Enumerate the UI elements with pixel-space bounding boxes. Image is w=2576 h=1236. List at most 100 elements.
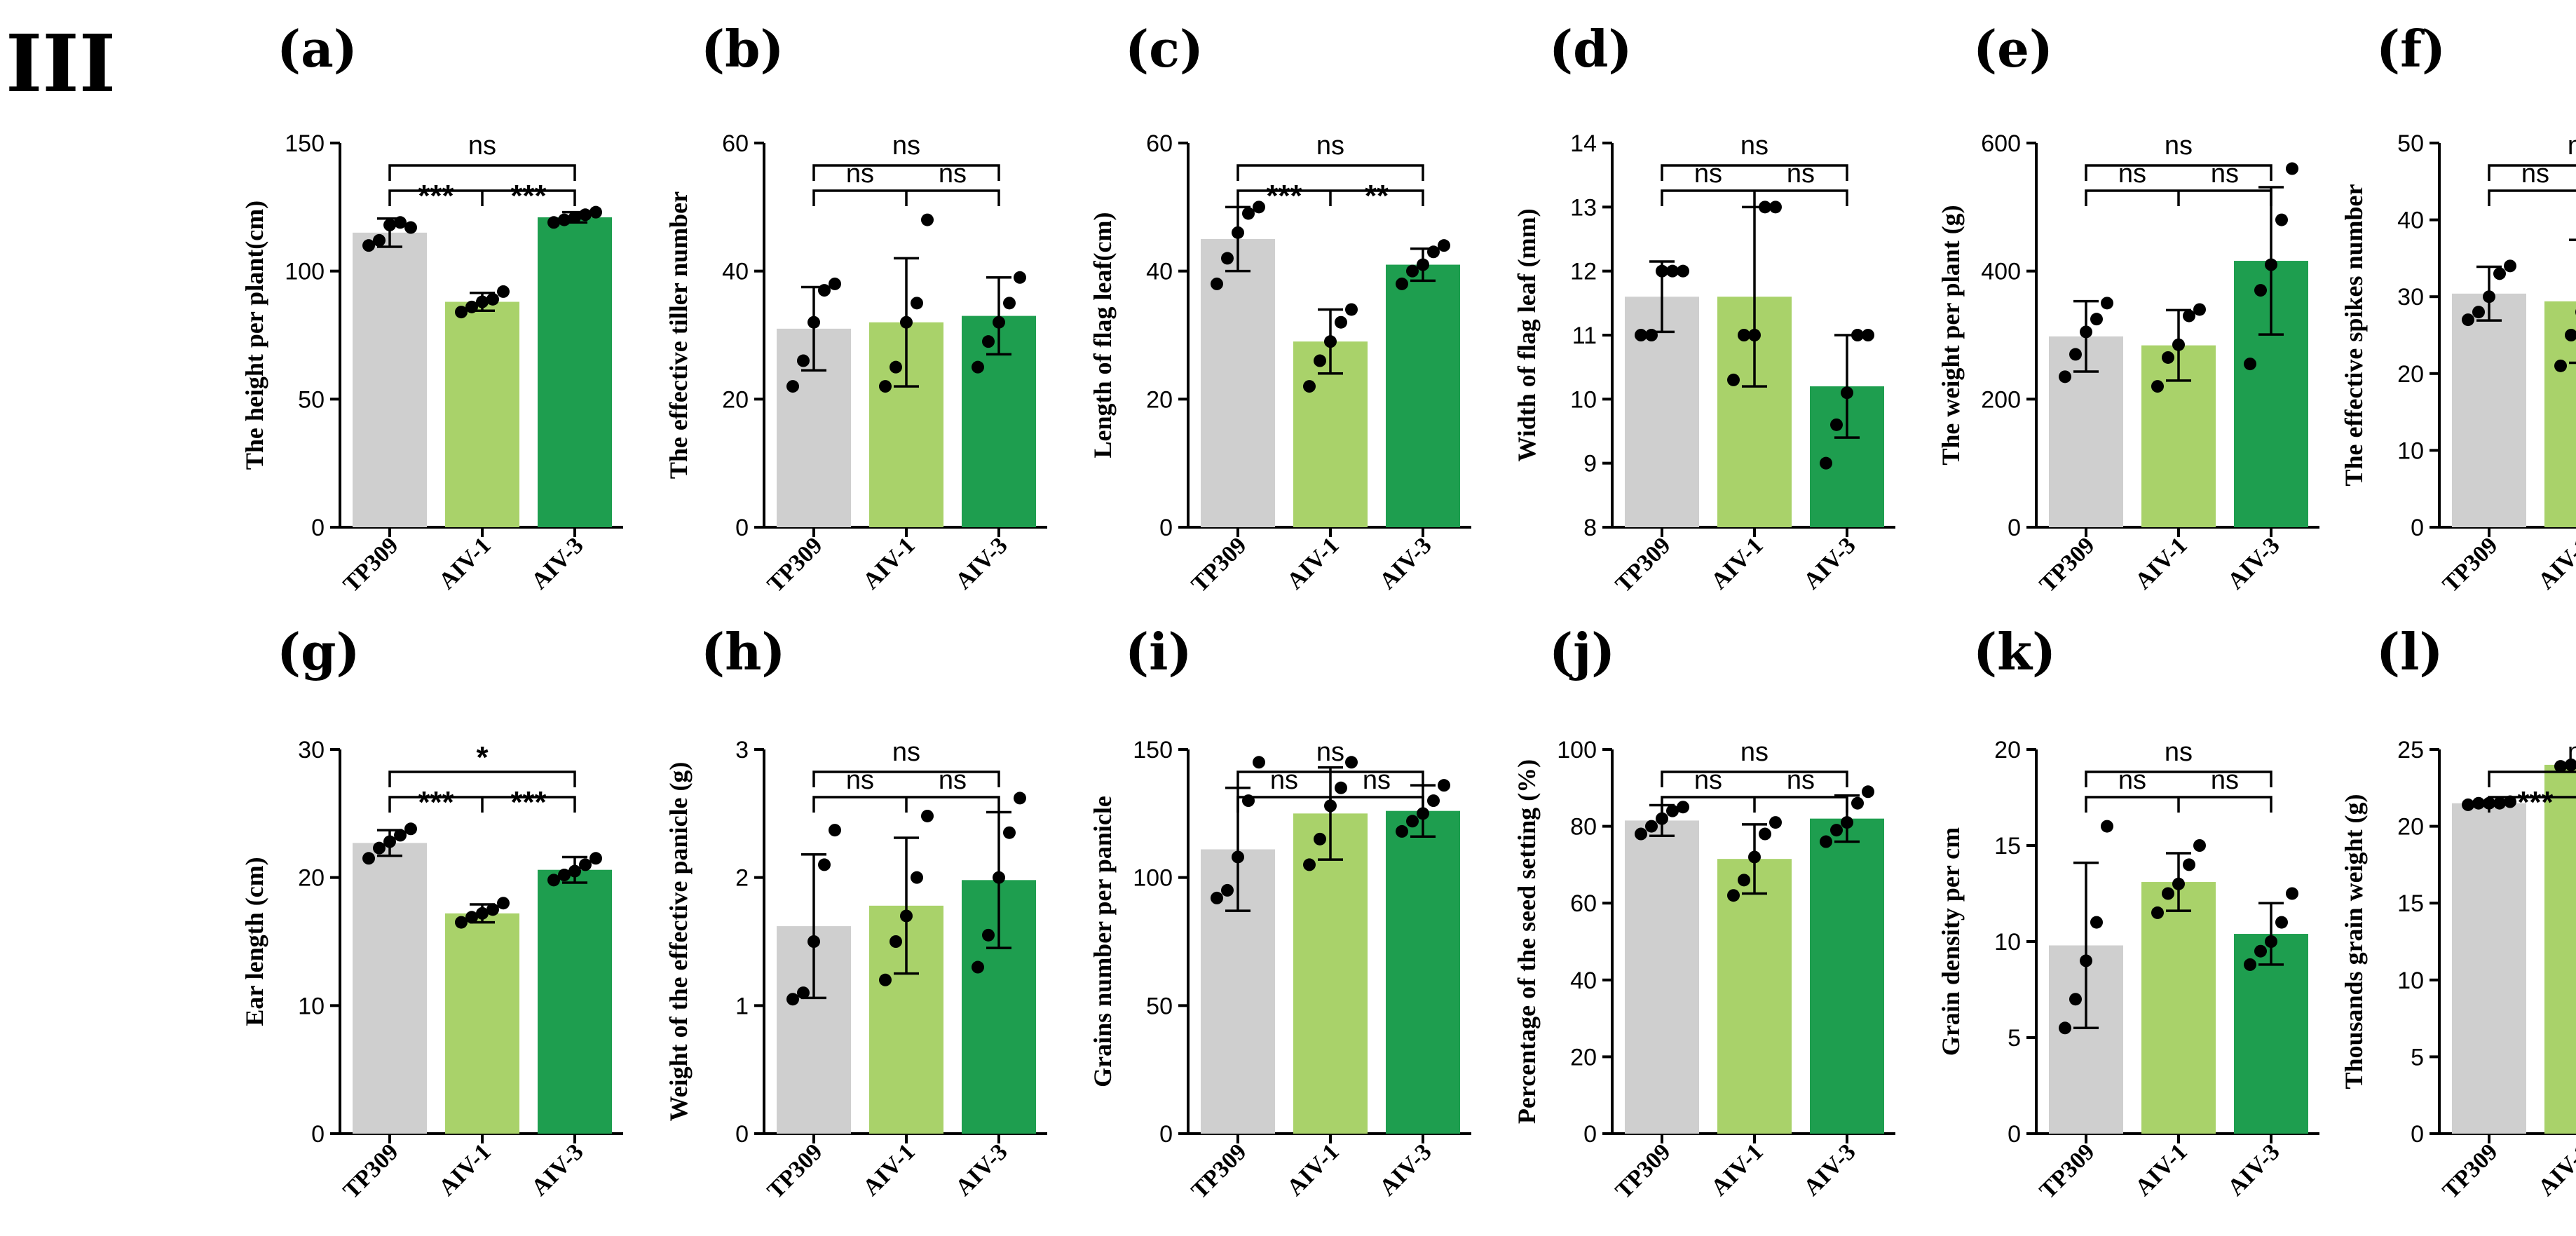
data-point	[1748, 850, 1761, 864]
panel-letter: (l)	[2376, 622, 2443, 681]
data-point	[1211, 277, 1223, 290]
y-axis-label: The weight per plant (g)	[1937, 205, 1965, 465]
sig-bracket-outer	[1236, 770, 1424, 787]
bar-aiv3	[538, 217, 612, 527]
y-tick-label: 20	[1146, 386, 1173, 413]
data-point	[807, 315, 820, 329]
data-point	[1841, 386, 1853, 400]
data-point	[1417, 807, 1429, 820]
data-point	[1862, 785, 1874, 799]
panel-k: (k) 0 5 10 15 20 Grain density per cm TP309 AIV-…	[1937, 622, 2319, 1204]
data-point	[2565, 329, 2576, 341]
data-point	[1841, 816, 1853, 829]
y-tick-label: 0	[1159, 515, 1173, 541]
data-point	[1830, 824, 1843, 837]
data-point	[1253, 756, 1265, 769]
data-point	[373, 841, 386, 855]
data-point	[797, 986, 810, 1000]
data-point	[972, 960, 984, 974]
y-tick-label: 60	[722, 130, 749, 157]
data-point	[2172, 877, 2185, 890]
panel-letter: (j)	[1549, 622, 1615, 681]
data-point	[1666, 264, 1679, 278]
data-point	[2493, 267, 2506, 280]
y-tick-label: 60	[1570, 890, 1597, 917]
x-tick-label: TP309	[1611, 532, 1676, 597]
data-point	[2462, 798, 2474, 811]
x-tick-label: AIV-3	[950, 532, 1012, 594]
data-point	[972, 360, 984, 374]
panel-e: (e) 0 200 400 600 The weight per plant (g) TP3…	[1937, 19, 2319, 597]
data-point	[1232, 226, 1244, 239]
data-point	[2472, 306, 2485, 319]
x-tick-label: AIV-1	[1706, 1139, 1768, 1200]
x-tick-label: AIV-1	[2130, 1139, 2192, 1200]
data-point	[1014, 792, 1026, 805]
data-point	[1769, 816, 1782, 829]
data-point	[2504, 795, 2516, 808]
data-point	[786, 380, 799, 393]
data-point	[1253, 201, 1265, 214]
data-point	[455, 306, 468, 319]
x-tick-label: TP309	[1187, 1139, 1252, 1204]
bar-aiv3	[1810, 818, 1884, 1134]
sig-label-pair13: ns	[2165, 131, 2193, 161]
data-point	[1345, 303, 1358, 316]
panel-d: (d) 8 9 10 11 12 13 14 Width of flag leaf (mm) TP…	[1513, 19, 1895, 597]
data-point	[1851, 796, 1864, 810]
y-tick-label: 25	[2397, 737, 2424, 763]
sig-label-pair13: *	[476, 740, 489, 775]
data-point	[911, 871, 923, 884]
data-point	[993, 315, 1005, 329]
panel-letter: (f)	[2376, 19, 2446, 79]
sig-label-pair12: ns	[2118, 159, 2146, 189]
y-tick-label: 20	[298, 865, 325, 892]
y-tick-label: 150	[285, 130, 325, 157]
data-point	[2483, 290, 2495, 304]
panel-letter: (e)	[1973, 19, 2053, 79]
sig-label-pair23: ***	[510, 785, 547, 820]
data-point	[921, 213, 934, 226]
y-tick-label: 8	[1583, 515, 1597, 541]
data-point	[1677, 264, 1689, 278]
sig-label-pair23: ns	[2211, 159, 2239, 189]
data-point	[476, 906, 489, 920]
data-point	[1314, 832, 1326, 845]
data-point	[1727, 889, 1740, 902]
x-tick-label: AIV-3	[2223, 1139, 2284, 1200]
data-point	[2059, 1021, 2071, 1035]
data-point	[1014, 271, 1026, 284]
data-point	[497, 897, 510, 910]
y-tick-label: 60	[1146, 130, 1173, 157]
sig-bracket-outer	[388, 164, 576, 181]
data-point	[1738, 329, 1750, 341]
y-tick-label: 5	[2008, 1025, 2021, 1052]
y-tick-label: 15	[1994, 833, 2021, 860]
data-point	[1396, 277, 1408, 290]
panel-letter: (i)	[1125, 622, 1192, 681]
sig-label-pair12: ns	[846, 766, 874, 795]
y-tick-label: 20	[1570, 1044, 1597, 1071]
panel-h: (h) 0 1 2 3 Weight of the effective panicle (…	[665, 622, 1047, 1204]
sig-bracket-outer	[388, 770, 576, 787]
y-tick-label: 40	[1146, 259, 1173, 285]
data-point	[1759, 201, 1771, 214]
data-point	[2101, 297, 2113, 310]
sig-bracket-outer	[2488, 770, 2576, 787]
bar-tp309	[353, 232, 427, 527]
y-tick-label: 3	[735, 737, 749, 763]
x-tick-label: TP309	[339, 1139, 404, 1204]
y-tick-label: 20	[2397, 361, 2424, 388]
x-tick-label: AIV-3	[1799, 1139, 1860, 1200]
panel-g: (g) 0 10 20 30 Ear length (cm) TP309 AIV-1 AIV-3…	[240, 622, 623, 1204]
sig-bracket-outer	[2085, 164, 2272, 181]
y-tick-label: 10	[1570, 386, 1597, 413]
data-point	[579, 208, 592, 222]
x-tick-label: TP309	[763, 1139, 828, 1204]
sig-label-pair13: ns	[892, 131, 920, 161]
sig-bracket-outer	[2085, 770, 2272, 787]
sig-bracket-pairs	[2488, 796, 2576, 813]
data-point	[547, 216, 560, 229]
data-point	[2265, 935, 2277, 948]
